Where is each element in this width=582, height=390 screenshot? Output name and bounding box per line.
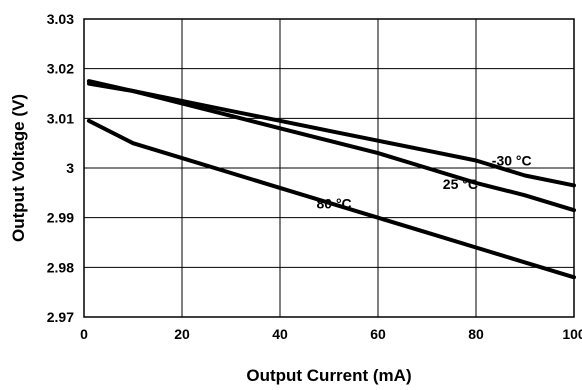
- x-tick-label: 0: [80, 326, 88, 342]
- x-tick-label: 80: [468, 326, 484, 342]
- plot-area-frame: [83, 18, 575, 318]
- y-tick-label: 3.01: [47, 110, 74, 126]
- x-axis-title: Output Current (mA): [246, 366, 411, 385]
- series-labels: -30 °C 25 °C 80 °C: [317, 153, 532, 212]
- y-tick-label: 3.03: [47, 11, 74, 27]
- y-tick-label: 2.98: [47, 259, 74, 275]
- x-tick-label: 40: [272, 326, 288, 342]
- x-tick-label: 60: [370, 326, 386, 342]
- x-tick-label: 20: [174, 326, 190, 342]
- series-line-80c: [86, 118, 576, 280]
- y-tick-label: 3: [66, 160, 74, 176]
- series-label-25c: 25 °C: [443, 176, 478, 192]
- y-tick-label: 3.02: [47, 61, 74, 77]
- series-label-minus-30c: -30 °C: [492, 153, 532, 169]
- series-label-80c: 80 °C: [317, 196, 352, 212]
- series-line-25c: [86, 81, 576, 213]
- y-axis-title: Output Voltage (V): [9, 94, 28, 242]
- y-tick-label: 2.99: [47, 210, 74, 226]
- y-tick-label: 2.97: [47, 309, 74, 325]
- series-lines: [86, 79, 576, 280]
- x-tick-label: 100: [562, 326, 582, 342]
- tick-labels: 0 20 40 60 80 100 2.97 2.98 2.99 3 3.01 3.02 3.03: [47, 11, 582, 342]
